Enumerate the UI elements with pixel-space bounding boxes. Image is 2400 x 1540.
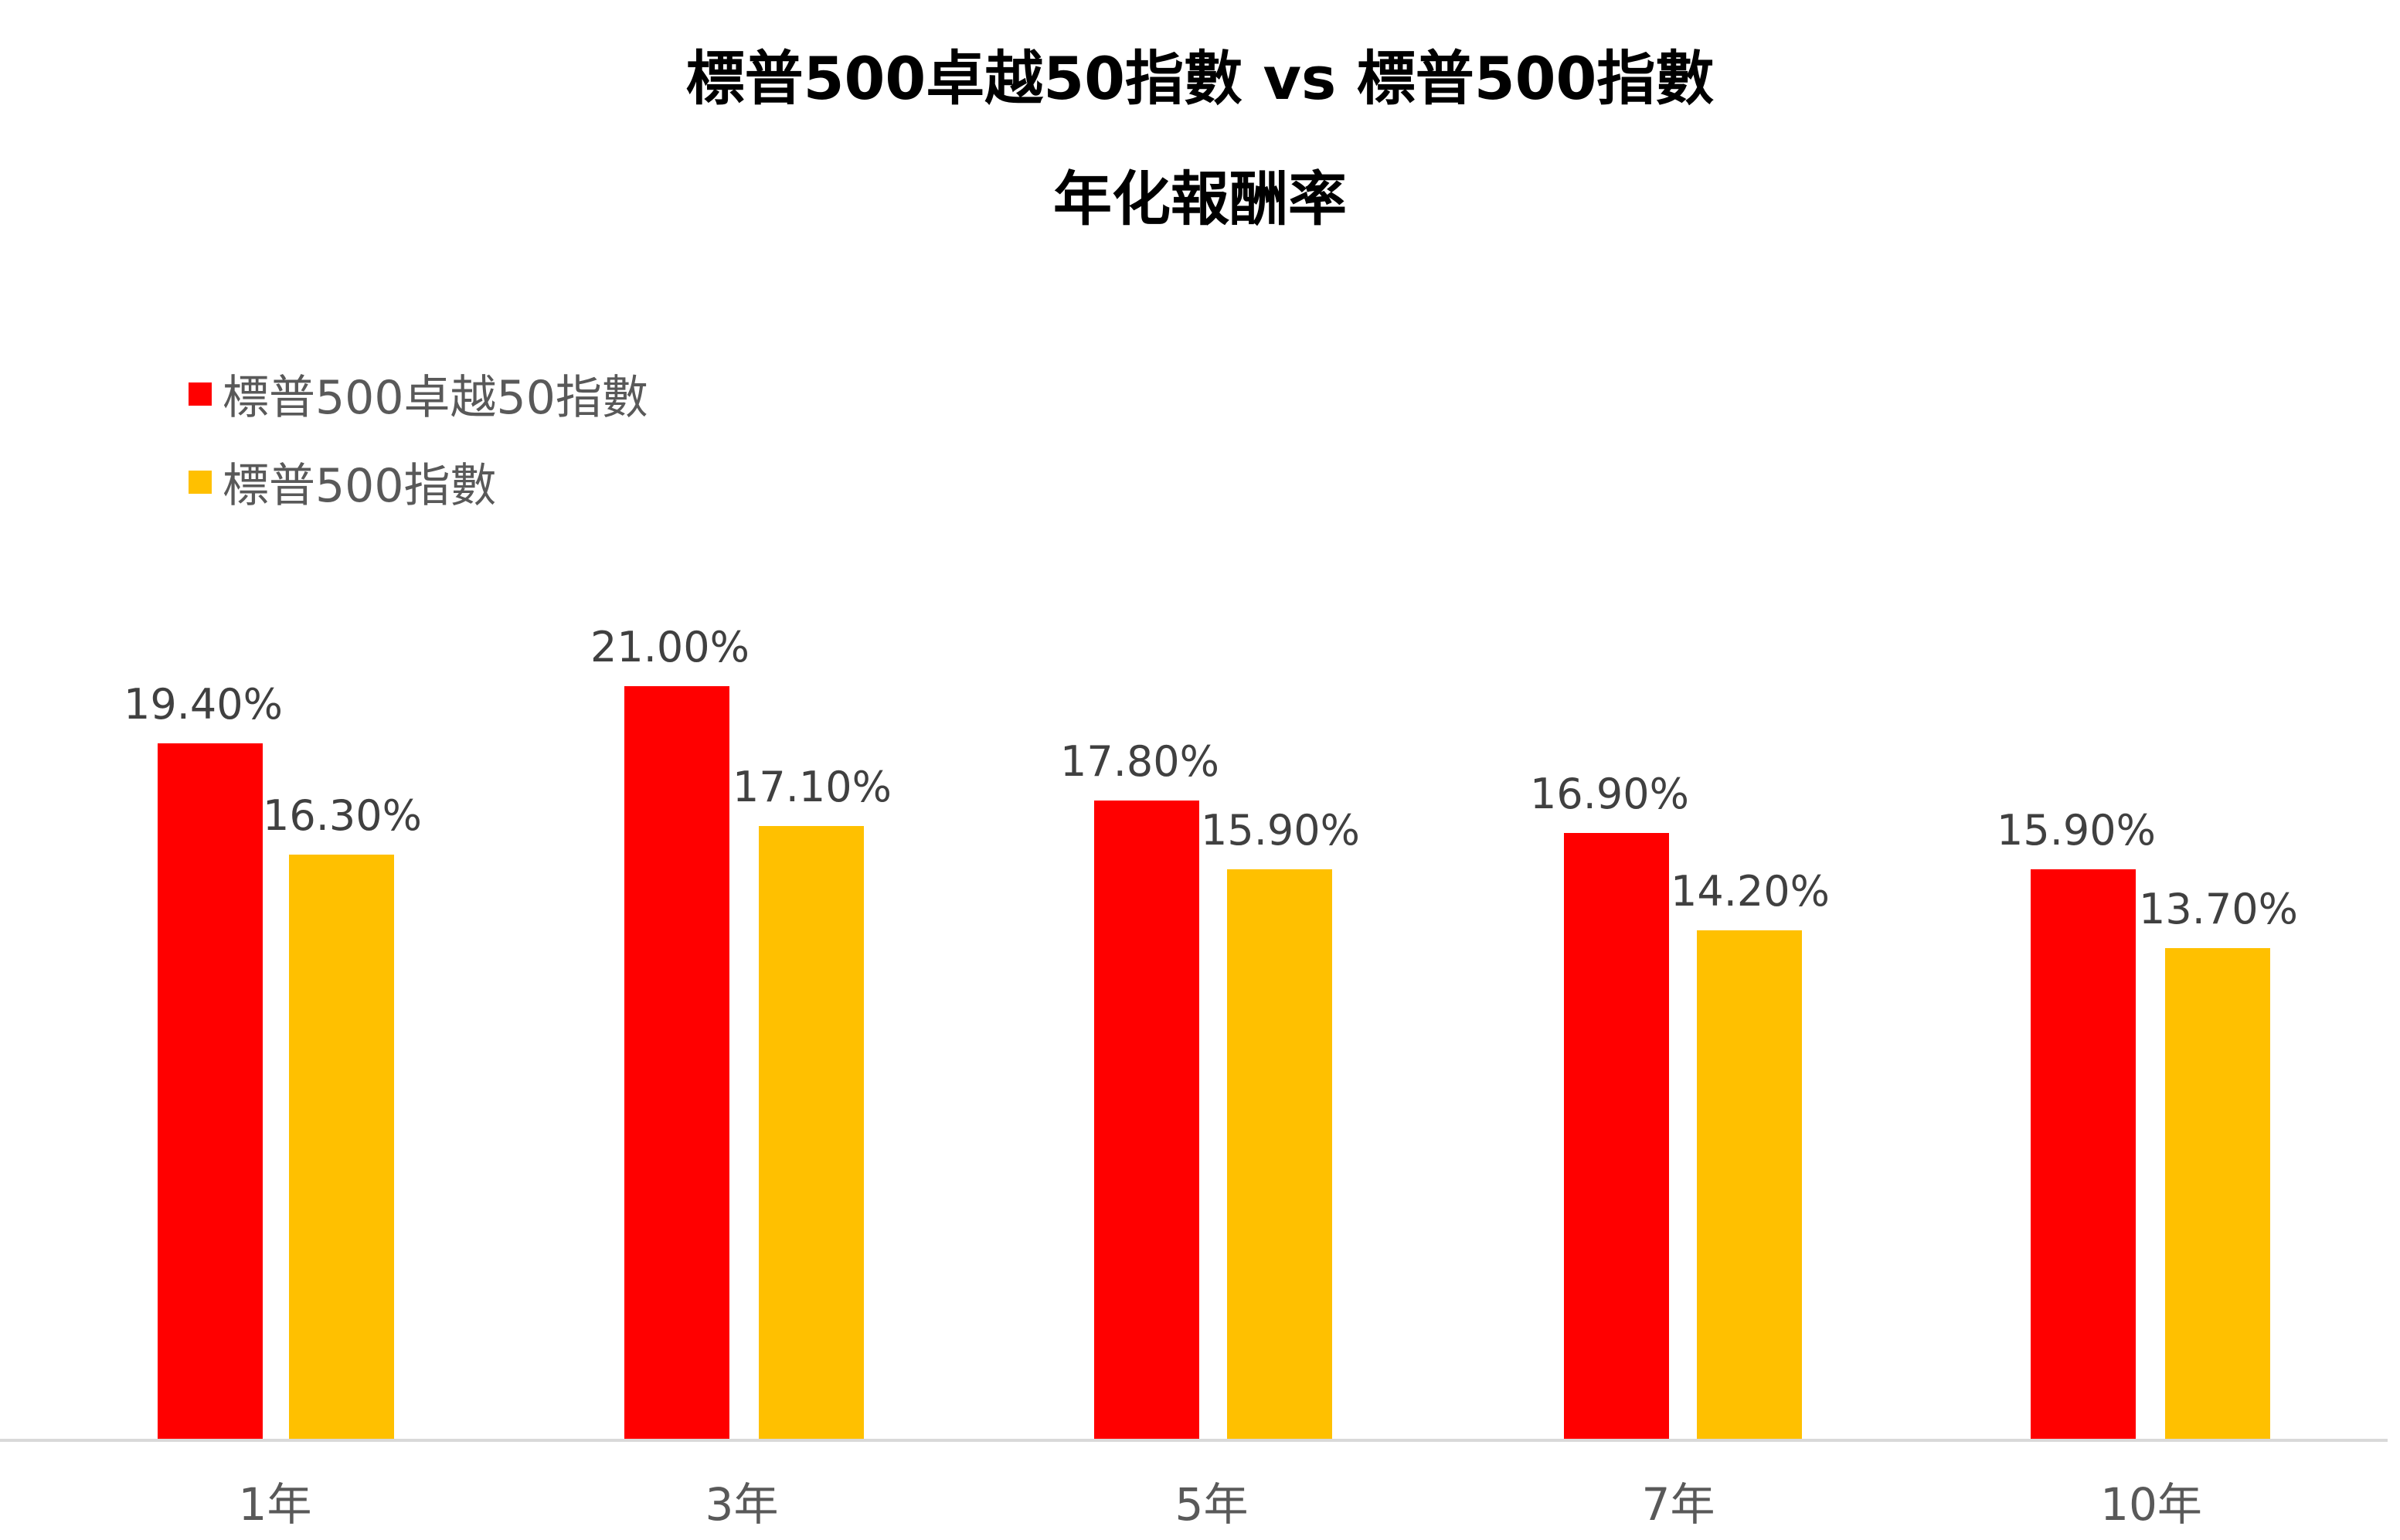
bar-top50 [1564, 833, 1669, 1440]
data-label: 15.90% [1997, 805, 2156, 855]
chart-title: 標普500卓越50指數 vs 標普500指數 [685, 44, 1715, 113]
data-label: 15.90% [1201, 805, 1360, 855]
bar-sp500 [759, 825, 864, 1440]
bar-top50 [158, 743, 263, 1440]
x-axis-label: 1年 [238, 1478, 312, 1531]
data-label: 14.20% [1671, 866, 1830, 916]
x-axis-label: 3年 [705, 1478, 779, 1531]
data-label: 16.30% [263, 791, 422, 841]
bar-sp500 [2165, 947, 2270, 1440]
x-axis-label: 10年 [2100, 1478, 2202, 1531]
data-label: 17.80% [1060, 737, 1219, 787]
x-axis-label: 7年 [1641, 1478, 1715, 1531]
legend-swatch-gold [189, 470, 212, 494]
legend-item-sp500: 標普500指數 [189, 448, 497, 515]
chart-subtitle: 年化報酬率 [1053, 165, 1347, 233]
legend-label: 標普500卓越50指數 [223, 371, 648, 425]
data-label: 21.00% [590, 622, 750, 671]
legend-item-top50: 標普500卓越50指數 [189, 360, 648, 427]
bar-sp500 [1697, 930, 1802, 1440]
x-axis-line [0, 1439, 2388, 1442]
legend-swatch-red [189, 382, 212, 406]
bar-top50 [624, 685, 729, 1440]
data-label: 16.90% [1530, 770, 1689, 819]
bar-sp500 [289, 855, 394, 1440]
bar-sp500 [1227, 869, 1332, 1440]
bar-top50 [2031, 869, 2136, 1440]
legend-label: 標普500指數 [223, 459, 497, 513]
data-label: 19.40% [124, 679, 283, 729]
data-label: 13.70% [2139, 884, 2298, 933]
data-label: 17.10% [733, 762, 892, 811]
bar-top50 [1094, 801, 1199, 1440]
x-axis-label: 5年 [1175, 1478, 1249, 1531]
